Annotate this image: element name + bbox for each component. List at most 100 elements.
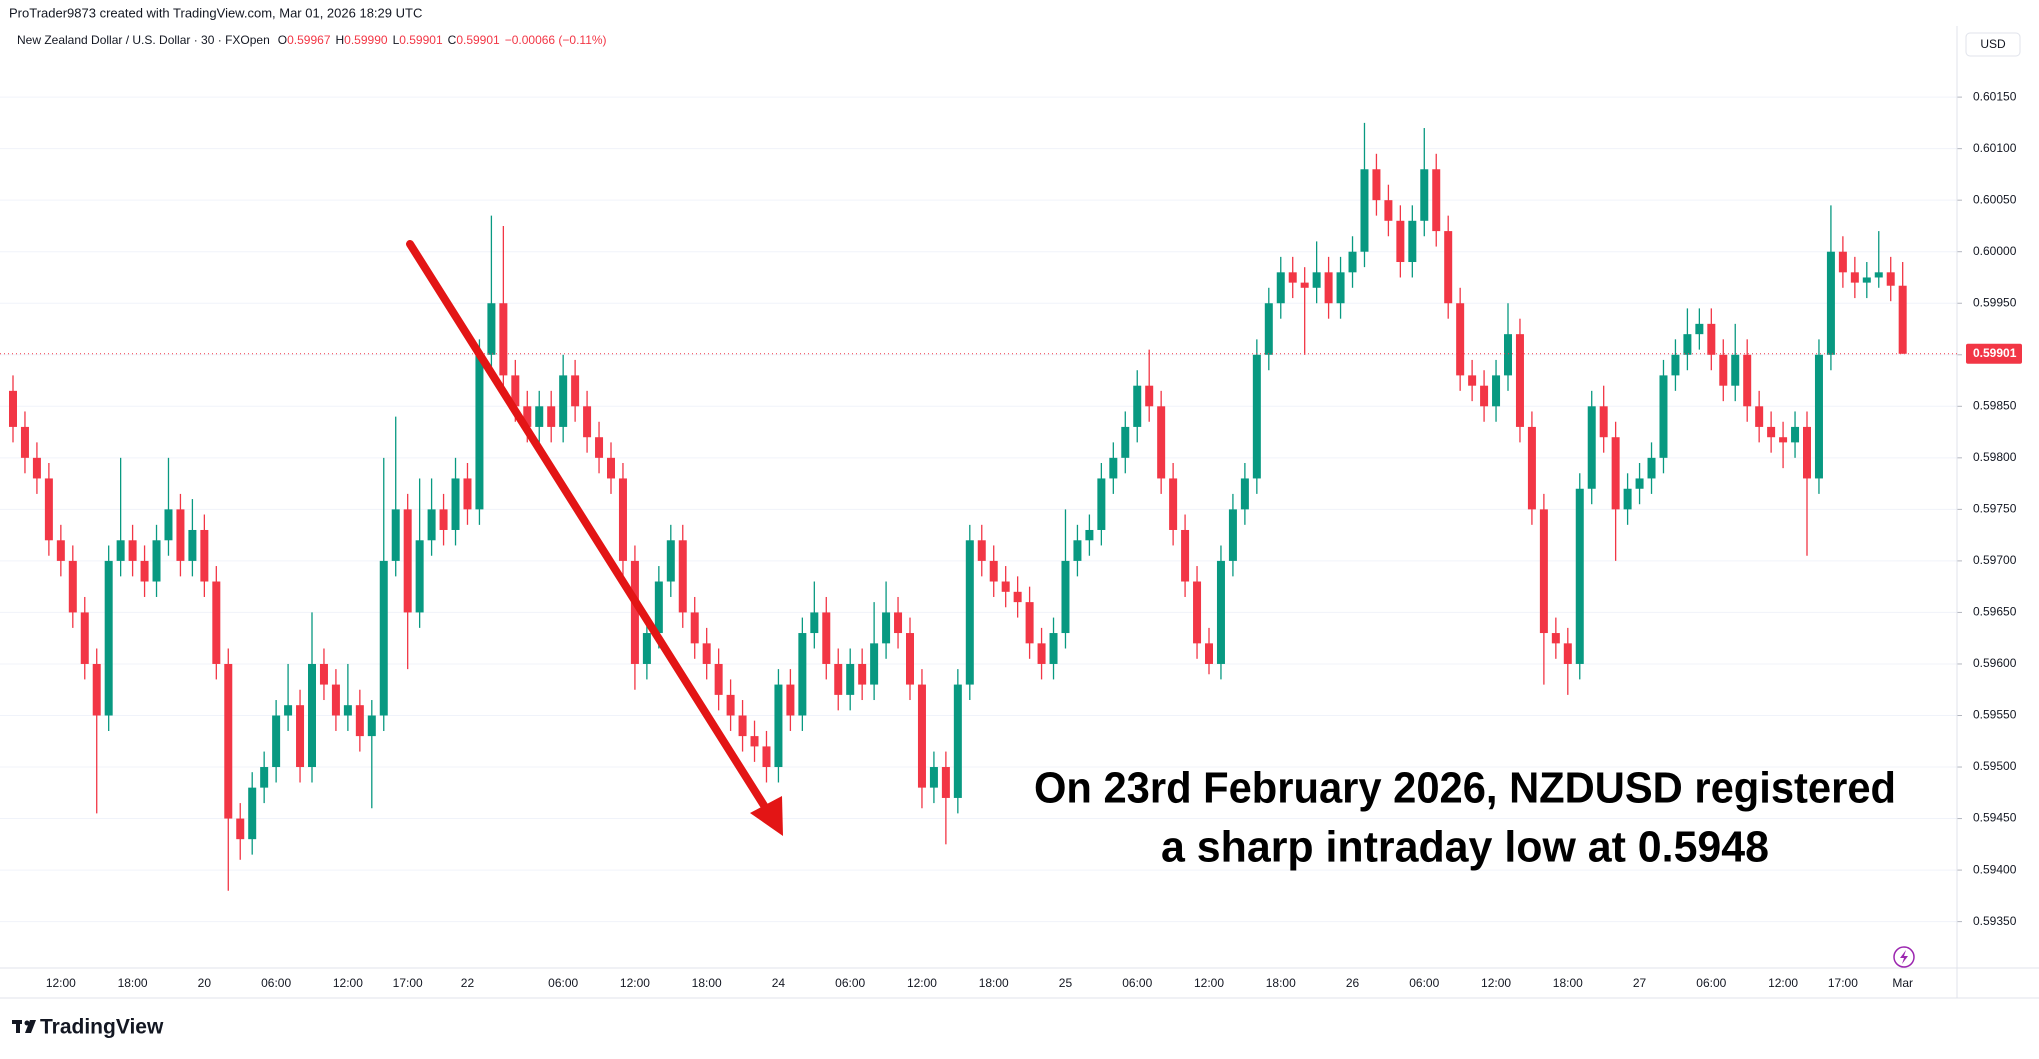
- x-tick-label: 12:00: [46, 976, 76, 990]
- candle-body: [654, 581, 663, 634]
- candle-body: [1444, 231, 1453, 304]
- candle-body: [1420, 169, 1429, 221]
- candle-body: [367, 715, 376, 737]
- candle-body: [92, 663, 101, 716]
- y-tick-label: 0.59850: [1973, 398, 2017, 412]
- y-tick-label: 0.60050: [1973, 192, 2017, 206]
- x-tick-label: 18:00: [118, 976, 148, 990]
- candle-body: [1814, 354, 1823, 479]
- candle-body: [1862, 277, 1871, 283]
- symbol-legend: New Zealand Dollar / U.S. Dollar · 30 · …: [17, 33, 607, 47]
- y-tick-label: 0.59950: [1973, 295, 2017, 309]
- candle-body: [296, 705, 305, 768]
- candle-body: [607, 457, 615, 479]
- attribution: ProTrader9873 created with TradingView.c…: [9, 5, 422, 20]
- candle-body: [1276, 272, 1285, 304]
- x-tick-label: 27: [1633, 976, 1647, 990]
- ohlc-value: 0.59901: [399, 33, 443, 47]
- candle-body: [200, 529, 209, 582]
- x-tick-label: 06:00: [1122, 976, 1152, 990]
- candle-body: [906, 633, 914, 685]
- candle-body: [164, 509, 173, 541]
- candle-body: [774, 684, 783, 768]
- candle-body: [439, 509, 448, 530]
- candle-body: [583, 406, 592, 438]
- x-tick-label: 06:00: [1409, 976, 1439, 990]
- candle-body: [20, 426, 29, 458]
- candle-body: [1037, 643, 1046, 664]
- candle-body: [68, 560, 77, 613]
- candle-body: [188, 529, 197, 561]
- candle-body: [1145, 385, 1154, 407]
- candle-body: [1886, 272, 1895, 286]
- candle-body: [343, 705, 352, 716]
- candle-body: [1767, 426, 1776, 438]
- candle-body: [989, 560, 998, 582]
- candle-body: [834, 663, 843, 695]
- candle-body: [451, 478, 460, 530]
- candle-body: [1791, 426, 1800, 443]
- x-tick-label: 24: [772, 976, 786, 990]
- candle-body: [391, 509, 400, 561]
- overlay: 0.59901: [0, 343, 2022, 364]
- candle-body: [535, 406, 544, 427]
- candle-body: [642, 633, 651, 664]
- candle-body: [1647, 457, 1656, 479]
- y-tick-label: 0.59700: [1973, 553, 2017, 567]
- logo-mark: [24, 1020, 30, 1026]
- x-tick-label: 20: [198, 976, 212, 990]
- y-tick-label: 0.59600: [1973, 656, 2017, 670]
- candle-body: [379, 560, 388, 716]
- candle-body: [1707, 323, 1716, 355]
- candle-body: [355, 705, 364, 737]
- candle-body: [1336, 272, 1345, 304]
- candle-body: [1228, 509, 1237, 561]
- logo-text: TradingView: [40, 1016, 164, 1039]
- candle-body: [1456, 303, 1465, 376]
- candle-body: [1240, 478, 1249, 510]
- candle-body: [1683, 334, 1692, 355]
- candle-body: [1396, 220, 1405, 263]
- candle-body: [140, 560, 149, 582]
- candle-body: [1611, 437, 1620, 510]
- x-tick-label: 12:00: [1481, 976, 1511, 990]
- ohlc-label: O: [278, 33, 287, 47]
- ohlc-label: H: [336, 33, 345, 47]
- candle-body: [714, 663, 723, 695]
- y-tick-label: 0.59650: [1973, 605, 2017, 619]
- candle-body: [80, 612, 89, 664]
- candle-body: [547, 406, 556, 427]
- y-tick-label: 0.59350: [1973, 914, 2017, 928]
- candle-body: [523, 406, 532, 427]
- candle-body: [1360, 169, 1369, 252]
- candle-body: [953, 684, 962, 798]
- candle-body: [1635, 478, 1644, 489]
- candle-body: [618, 478, 627, 561]
- candle-body: [1743, 354, 1752, 407]
- change: −0.00066 (−0.11%): [505, 33, 607, 47]
- candle-body: [1288, 272, 1297, 283]
- candle-body: [1109, 457, 1118, 479]
- candle-body: [798, 633, 807, 716]
- candle-body: [1468, 375, 1477, 386]
- candle-body: [128, 540, 137, 561]
- annotation-line: a sharp intraday low at 0.5948: [1161, 823, 1769, 872]
- candle-body: [726, 694, 735, 716]
- candle-body: [1874, 272, 1883, 278]
- candle-body: [929, 767, 938, 788]
- candle-body: [1731, 354, 1740, 386]
- currency-box[interactable]: [1965, 32, 2021, 57]
- candle-body: [1181, 529, 1190, 582]
- candle-body: [1049, 633, 1058, 664]
- candle-body: [1623, 488, 1632, 510]
- candle-body: [1121, 426, 1130, 458]
- annotation-line: On 23rd February 2026, NZDUSD registered: [1034, 764, 1896, 813]
- candle-body: [475, 354, 484, 510]
- x-tick-label: 17:00: [1828, 976, 1858, 990]
- currency[interactable]: USD: [1980, 37, 2006, 51]
- candle-body: [1264, 303, 1273, 355]
- candle-body: [1515, 334, 1524, 427]
- y-tick-label: 0.60000: [1973, 244, 2017, 258]
- x-tick-label: 22: [461, 976, 475, 990]
